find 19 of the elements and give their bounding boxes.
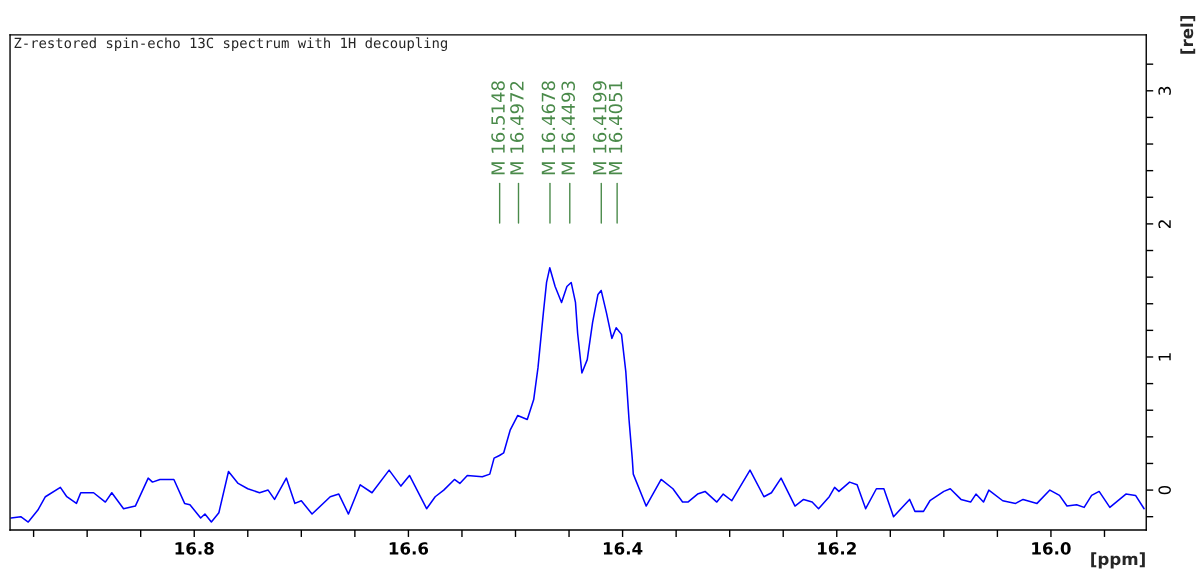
x-tick-label: 16.2	[818, 542, 856, 555]
annotation: M 16.4972	[510, 81, 524, 175]
x-tick-label: 16.4	[603, 542, 643, 555]
annotation: M 16.5148	[491, 81, 505, 175]
x-tick-label: 16.6	[389, 542, 429, 555]
y-axis-title: [rel]	[1180, 16, 1196, 54]
annotation: M 16.4493	[561, 81, 576, 175]
x-tick-label: 16.8	[175, 542, 214, 555]
y-tick-label: 1	[1158, 353, 1171, 361]
y-tick-label: 3	[1158, 86, 1171, 95]
annotation: M 16.4051	[608, 81, 623, 175]
y-tick-label: 2	[1158, 220, 1171, 228]
annotation: M 16.4678	[541, 81, 556, 175]
x-tick-label: 16.0	[1032, 542, 1071, 555]
y-tick-label: 0	[1158, 485, 1171, 495]
chart-title: Z-restored spin-echo 13C spectrum with 1H decoupling	[14, 37, 447, 51]
annotation: M 16.4199	[592, 81, 607, 175]
x-axis-title: [ppm]	[1091, 552, 1145, 569]
line-series	[10, 267, 1145, 523]
